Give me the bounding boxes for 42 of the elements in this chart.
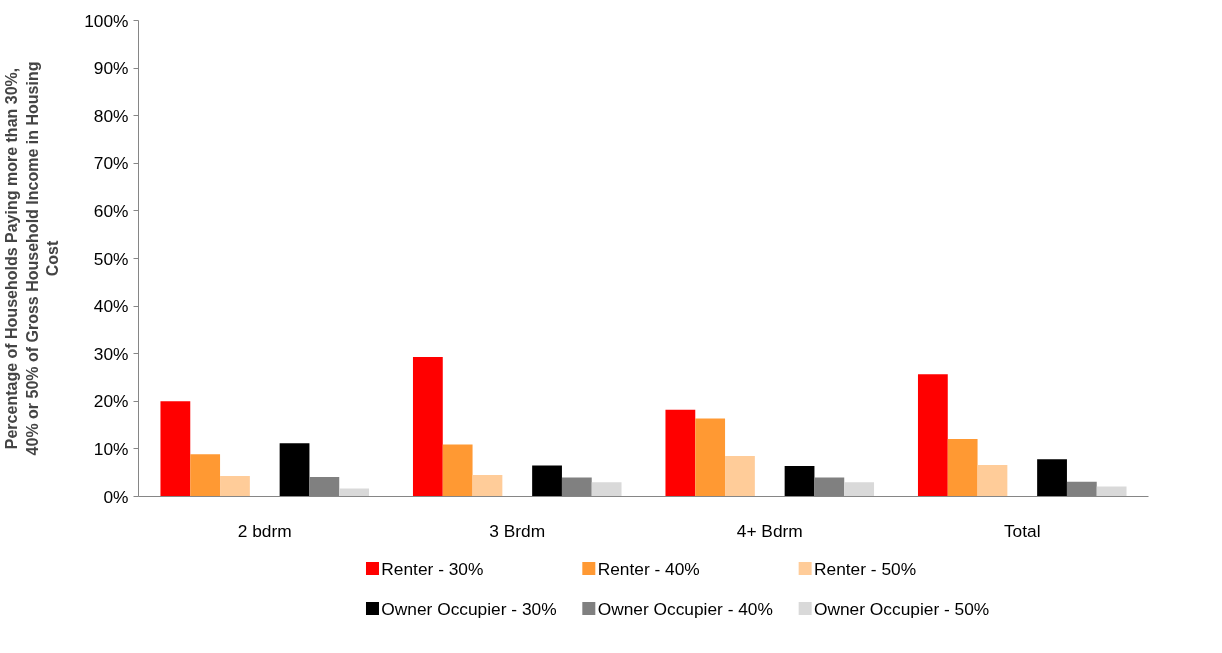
- bar: [917, 374, 948, 497]
- bar: [1037, 459, 1067, 497]
- legend-label: Owner Occupier - 50%: [813, 598, 990, 619]
- x-tick-label: 3 Brdm: [489, 520, 546, 541]
- y-tick-label: 70%: [93, 153, 129, 174]
- y-axis-title: Percentage of Households Paying more than 30%, 40% or 50% of Gross Household Income in Housing Cost: [3, 61, 62, 456]
- legend-label: Renter - 40%: [597, 558, 700, 579]
- bar: [591, 482, 622, 497]
- y-tick-label: 80%: [93, 105, 129, 126]
- bar: [472, 475, 503, 497]
- legend-label: Owner Occupier - 30%: [381, 598, 557, 619]
- bar: [412, 357, 443, 497]
- y-tick-label: 0%: [103, 486, 129, 507]
- legend-label: Renter - 50%: [813, 558, 917, 579]
- y-tick-label: 60%: [93, 200, 129, 221]
- x-tick-label: 4+ Bdrm: [736, 520, 803, 541]
- y-tick-label: 100%: [84, 10, 129, 31]
- bar: [1096, 486, 1127, 497]
- bar: [442, 444, 473, 497]
- bar: [695, 418, 726, 497]
- bar: [220, 476, 250, 497]
- bar: [725, 456, 755, 497]
- legend-label: Owner Occupier - 40%: [597, 598, 773, 619]
- bar: [160, 401, 191, 497]
- y-tick-label: 50%: [93, 248, 129, 269]
- bar: [784, 466, 815, 497]
- bar: [279, 443, 310, 497]
- bar: [190, 454, 221, 497]
- x-tick-label: Total: [1003, 520, 1041, 541]
- bar: [844, 482, 875, 497]
- bar: [947, 438, 978, 497]
- y-tick-label: 30%: [93, 343, 129, 364]
- bar: [977, 465, 1008, 497]
- bar: [532, 465, 562, 497]
- y-tick-label: 20%: [93, 391, 129, 412]
- bar: [665, 409, 696, 497]
- legend-label: Renter - 30%: [381, 558, 484, 579]
- y-tick-label: 90%: [93, 58, 129, 79]
- y-tick-label: 10%: [93, 438, 129, 459]
- y-tick-label: 40%: [93, 296, 129, 317]
- bar: [339, 488, 370, 497]
- x-tick-label: 2 bdrm: [237, 520, 292, 541]
